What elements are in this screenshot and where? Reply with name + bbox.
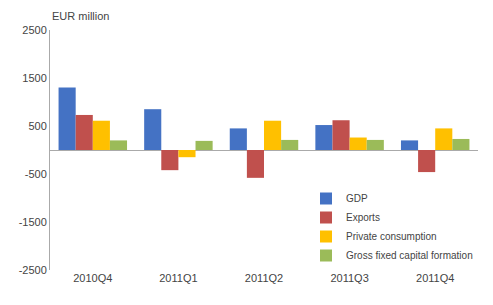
svg-text:2011Q4: 2011Q4: [416, 272, 454, 284]
svg-text:2010Q4: 2010Q4: [73, 272, 112, 284]
svg-text:EUR million: EUR million: [52, 10, 109, 22]
svg-text:2500: 2500: [22, 24, 46, 36]
svg-text:Exports: Exports: [346, 212, 380, 223]
svg-text:Gross fixed capital formation: Gross fixed capital formation: [346, 250, 473, 261]
svg-text:2011Q1: 2011Q1: [159, 272, 197, 284]
svg-text:Private consumption: Private consumption: [346, 231, 437, 242]
svg-text:-2500: -2500: [19, 264, 47, 276]
svg-text:2011Q2: 2011Q2: [245, 272, 283, 284]
svg-text:-1500: -1500: [19, 216, 47, 228]
svg-text:1500: 1500: [22, 72, 46, 84]
svg-text:500: 500: [28, 120, 46, 132]
svg-text:GDP: GDP: [346, 193, 368, 204]
svg-text:2011Q3: 2011Q3: [330, 272, 368, 284]
svg-text:-500: -500: [25, 168, 47, 180]
